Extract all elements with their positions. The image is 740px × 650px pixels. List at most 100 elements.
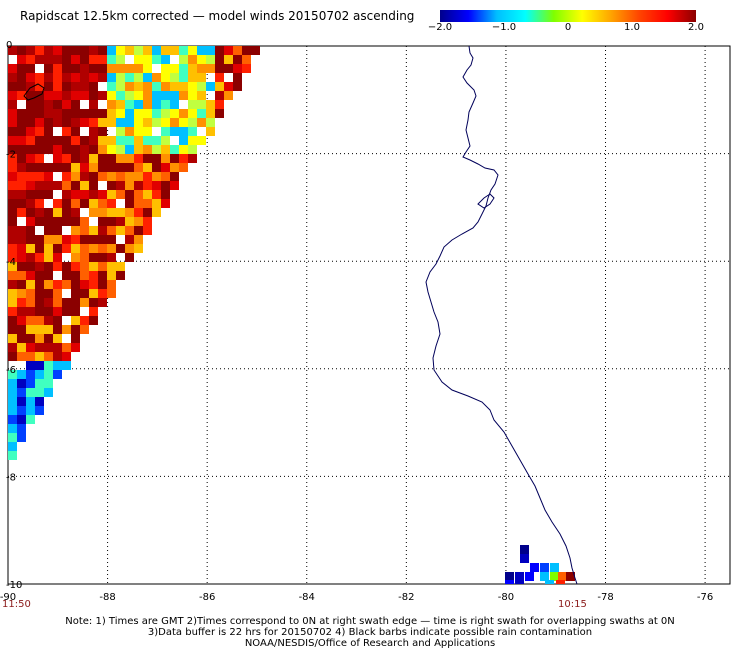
wind-difference-cell [134, 217, 143, 226]
wind-difference-cell [35, 73, 44, 82]
wind-difference-cell [62, 163, 71, 172]
wind-difference-cell [35, 262, 44, 271]
wind-difference-cell [89, 154, 98, 163]
wind-difference-cell [215, 100, 224, 109]
wind-difference-cell [152, 199, 161, 208]
wind-difference-cell [8, 235, 17, 244]
wind-difference-cell [71, 307, 80, 316]
wind-difference-cell [152, 145, 161, 154]
wind-difference-cell [26, 379, 35, 388]
wind-difference-cell [62, 109, 71, 118]
wind-difference-cell [35, 289, 44, 298]
wind-difference-cell [107, 262, 116, 271]
wind-difference-cell [44, 73, 53, 82]
wind-difference-cell [98, 298, 107, 307]
wind-difference-cell [8, 280, 17, 289]
wind-difference-cell [107, 154, 116, 163]
wind-difference-cell [17, 406, 26, 415]
wind-difference-cell [26, 388, 35, 397]
wind-difference-cell [26, 100, 35, 109]
wind-difference-cell [44, 307, 53, 316]
wind-difference-cell [170, 91, 179, 100]
wind-difference-cell [71, 280, 80, 289]
wind-difference-cell [80, 55, 89, 64]
wind-difference-cell [188, 64, 197, 73]
wind-difference-cell [188, 127, 197, 136]
wind-difference-cell [98, 64, 107, 73]
wind-difference-cell [116, 46, 125, 55]
wind-difference-cell [215, 109, 224, 118]
wind-difference-cell [71, 334, 80, 343]
wind-difference-cell [116, 118, 125, 127]
wind-difference-cell [8, 253, 17, 262]
wind-difference-cell [53, 163, 62, 172]
wind-difference-cell [224, 64, 233, 73]
wind-difference-cell [62, 298, 71, 307]
wind-difference-cell [98, 127, 107, 136]
wind-difference-cell [26, 253, 35, 262]
wind-difference-cell [17, 307, 26, 316]
wind-difference-cell [125, 46, 134, 55]
wind-difference-cell [170, 100, 179, 109]
wind-difference-cell [44, 280, 53, 289]
wind-difference-cell [125, 172, 134, 181]
wind-difference-cell [8, 64, 17, 73]
wind-difference-cell [26, 262, 35, 271]
wind-difference-cell [197, 109, 206, 118]
wind-difference-cell [53, 46, 62, 55]
wind-difference-cell [505, 572, 514, 581]
wind-difference-cell [116, 208, 125, 217]
wind-difference-cell [206, 109, 215, 118]
wind-difference-cell [170, 82, 179, 91]
wind-difference-cell [62, 217, 71, 226]
wind-difference-cell [107, 226, 116, 235]
wind-difference-cell [35, 118, 44, 127]
wind-difference-cell [545, 580, 554, 584]
wind-difference-cell [44, 253, 53, 262]
wind-difference-cell [62, 190, 71, 199]
wind-difference-cell [170, 73, 179, 82]
wind-difference-cell [44, 208, 53, 217]
wind-difference-cell [26, 289, 35, 298]
wind-difference-cell [53, 109, 62, 118]
wind-difference-cell [80, 172, 89, 181]
wind-difference-cell [53, 370, 62, 379]
wind-difference-cell [8, 316, 17, 325]
wind-difference-cell [125, 199, 134, 208]
wind-difference-cell [62, 361, 71, 370]
x-tick-label: -86 [199, 592, 215, 603]
wind-difference-cell [107, 217, 116, 226]
wind-difference-cell [125, 181, 134, 190]
wind-difference-cell [107, 91, 116, 100]
wind-difference-cell [80, 181, 89, 190]
wind-difference-cell [224, 91, 233, 100]
wind-difference-cell [134, 199, 143, 208]
x-tick-label: -90 [0, 592, 16, 603]
wind-difference-cell [188, 100, 197, 109]
wind-difference-cell [143, 172, 152, 181]
wind-difference-cell [161, 136, 170, 145]
wind-difference-cell [26, 325, 35, 334]
wind-difference-cell [80, 118, 89, 127]
wind-difference-cell [44, 109, 53, 118]
wind-difference-cell [161, 199, 170, 208]
wind-difference-cell [44, 118, 53, 127]
wind-difference-cell [80, 262, 89, 271]
wind-difference-cell [71, 208, 80, 217]
wind-difference-cell [125, 127, 134, 136]
wind-difference-cell [89, 109, 98, 118]
wind-difference-cell [44, 388, 53, 397]
wind-difference-cell [53, 262, 62, 271]
wind-difference-cell [26, 361, 35, 370]
wind-difference-cell [98, 253, 107, 262]
y-tick-label: -2 [6, 150, 16, 161]
wind-difference-cell [53, 298, 62, 307]
wind-difference-cell [206, 55, 215, 64]
wind-difference-cell [89, 208, 98, 217]
wind-difference-cell [550, 563, 559, 572]
wind-difference-cell [206, 100, 215, 109]
colorbar-tick-label: −1.0 [491, 22, 517, 33]
wind-difference-cell [152, 136, 161, 145]
wind-difference-cell [558, 572, 567, 581]
wind-difference-cell [17, 118, 26, 127]
